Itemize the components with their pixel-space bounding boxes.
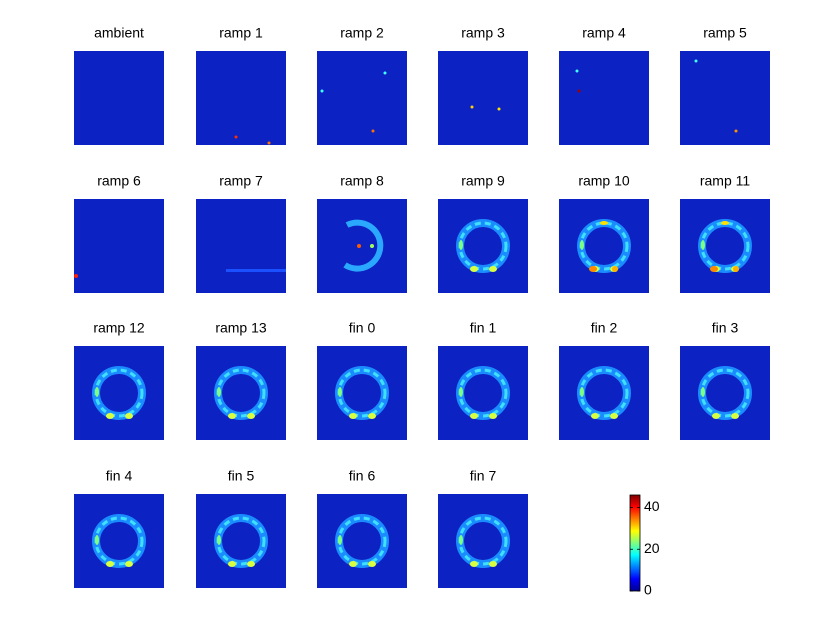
colorbar-scale	[629, 494, 641, 592]
panel-title: ramp 6	[97, 173, 141, 189]
panel-title: fin 1	[470, 320, 497, 336]
panel-title: fin 4	[106, 468, 133, 484]
panel: ramp 7	[196, 173, 286, 293]
panel-title: ramp 11	[700, 173, 751, 189]
panel-title: ramp 9	[461, 173, 505, 189]
panel: ramp 12	[74, 320, 164, 440]
panel-title: ramp 12	[93, 320, 145, 336]
panel: ambient	[74, 25, 164, 145]
panel: fin 2	[559, 320, 649, 440]
colorbar: 0 20 40	[629, 494, 660, 598]
panel: ramp 2	[317, 25, 407, 145]
panel-title: fin 3	[712, 320, 739, 336]
panel: ramp 3	[438, 25, 528, 145]
panels: ambient ramp 1 ramp 2 ramp 3 ramp 4 ramp…	[74, 25, 770, 588]
panel: ramp 1	[196, 25, 286, 145]
colorbar-tick-label: 40	[644, 498, 660, 514]
panel: ramp 8	[317, 173, 407, 293]
colorbar-tick-label: 20	[644, 540, 660, 556]
panel-title: ramp 7	[219, 173, 263, 189]
panel: ramp 13	[196, 320, 286, 440]
panel-title: ambient	[94, 25, 144, 41]
panel-title: fin 2	[591, 320, 618, 336]
panel-title: ramp 3	[461, 25, 505, 41]
panel: fin 3	[680, 320, 770, 440]
panel: fin 0	[317, 320, 407, 440]
panel: fin 6	[317, 468, 407, 588]
panel: ramp 6	[74, 173, 164, 293]
panel-title: ramp 8	[340, 173, 384, 189]
panel-title: ramp 1	[219, 25, 263, 41]
panel-title: ramp 5	[703, 25, 747, 41]
panel-title: ramp 2	[340, 25, 384, 41]
panel-title: fin 0	[349, 320, 376, 336]
panel-title: ramp 10	[578, 173, 630, 189]
panel: fin 4	[74, 468, 164, 588]
panel: ramp 9	[438, 173, 528, 293]
panel-title: ramp 13	[215, 320, 267, 336]
panel: ramp 5	[680, 25, 770, 145]
panel: fin 1	[438, 320, 528, 440]
panel-title: fin 6	[349, 468, 376, 484]
panel-title: ramp 4	[582, 25, 626, 41]
panel: ramp 11	[680, 173, 770, 293]
panel: ramp 4	[559, 25, 649, 145]
panel: fin 7	[438, 468, 528, 588]
panel: fin 5	[196, 468, 286, 588]
panel: ramp 10	[559, 173, 649, 293]
panel-title: fin 7	[470, 468, 497, 484]
panel-title: fin 5	[228, 468, 255, 484]
colorbar-tick-label: 0	[644, 582, 652, 598]
